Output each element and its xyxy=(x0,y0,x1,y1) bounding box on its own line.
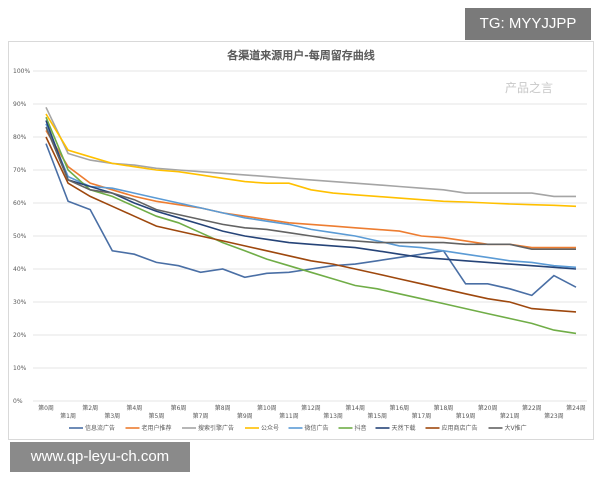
x-tick-label: 第18周 xyxy=(434,404,454,412)
x-tick-label: 第9周 xyxy=(237,412,253,420)
x-tick-label: 第21周 xyxy=(500,412,520,420)
y-tick-label: 50% xyxy=(13,233,27,240)
x-tick-label: 第15周 xyxy=(367,412,387,420)
legend-item: 搜索引擎广告 xyxy=(182,424,234,432)
legend-label: 信息流广告 xyxy=(85,424,115,432)
y-tick-label: 20% xyxy=(13,332,27,339)
x-tick-label: 第6周 xyxy=(171,404,187,412)
series-line-5 xyxy=(45,116,577,335)
x-tick-label: 第0周 xyxy=(38,404,54,412)
y-tick-label: 30% xyxy=(13,299,27,306)
legend-item: 公众号 xyxy=(245,425,279,432)
y-tick-label: 40% xyxy=(13,266,27,273)
series-line-3 xyxy=(45,113,577,208)
x-tick-label: 第16周 xyxy=(390,404,410,412)
series-line-7 xyxy=(45,136,577,313)
legend: 信息流广告 老用户推荐 搜索引擎广告 公众号 微信广告 抖音 天然下载 应用商店广告 大V推广 xyxy=(69,424,527,432)
x-tick-label: 第3周 xyxy=(104,412,120,420)
y-tick-label: 90% xyxy=(13,101,27,108)
x-tick-label: 第22周 xyxy=(522,404,542,412)
x-tick-label: 第1周 xyxy=(60,412,76,420)
y-tick-label: 80% xyxy=(13,134,27,141)
x-tick-label: 第12周 xyxy=(301,404,321,412)
legend-label: 公众号 xyxy=(261,425,279,432)
x-axis-ticks: 第0周第1周第2周第3周第4周第5周第6周第7周第8周第9周第10周第11周第1… xyxy=(38,404,586,420)
legend-label: 天然下载 xyxy=(392,424,416,432)
legend-item: 天然下载 xyxy=(375,424,416,432)
legend-label: 大V推广 xyxy=(505,424,527,432)
y-tick-label: 100% xyxy=(13,68,30,75)
y-tick-label: 70% xyxy=(13,167,27,174)
series-line-0 xyxy=(45,143,577,297)
legend-item: 信息流广告 xyxy=(69,424,115,432)
legend-item: 老用户推荐 xyxy=(125,424,172,432)
inner-watermark: 产品之言 xyxy=(505,81,553,95)
chart-frame: 各渠道来源用户-每周留存曲线 0% 10% 20% 30% 40% 50% 60% 70% 80… xyxy=(8,41,594,440)
series-line-6 xyxy=(45,120,577,270)
x-tick-label: 第7周 xyxy=(193,412,209,420)
series-lines xyxy=(45,106,577,335)
watermark-bottom: www.qp-leyu-ch.com xyxy=(10,442,190,472)
x-tick-label: 第2周 xyxy=(82,404,98,412)
chart-title: 各渠道来源用户-每周留存曲线 xyxy=(226,48,375,62)
y-axis-ticks: 0% 10% 20% 30% 40% 50% 60% 70% 80% 90% 100% xyxy=(13,68,30,405)
x-tick-label: 第20周 xyxy=(478,404,498,412)
x-tick-label: 第17周 xyxy=(412,412,432,420)
x-tick-label: 第4周 xyxy=(126,404,142,412)
legend-label: 应用商店广告 xyxy=(442,424,478,432)
x-tick-label: 第11周 xyxy=(279,412,299,420)
x-tick-label: 第8周 xyxy=(215,404,231,412)
x-tick-label: 第5周 xyxy=(149,412,165,420)
legend-item: 微信广告 xyxy=(288,424,329,432)
y-tick-label: 0% xyxy=(13,398,23,405)
series-line-2 xyxy=(45,106,576,198)
x-tick-label: 第19周 xyxy=(456,412,476,420)
legend-label: 老用户推荐 xyxy=(142,424,172,432)
watermark-top: TG: MYYJJPP xyxy=(465,8,591,40)
series-line-8 xyxy=(45,126,576,250)
legend-label: 抖音 xyxy=(355,424,367,432)
x-tick-label: 第14周 xyxy=(345,404,365,412)
legend-item: 大V推广 xyxy=(488,424,527,432)
series-line-4 xyxy=(45,123,577,269)
legend-label: 搜索引擎广告 xyxy=(198,424,234,432)
x-tick-label: 第10周 xyxy=(257,404,277,412)
x-tick-label: 第24周 xyxy=(566,404,586,412)
line-chart: 各渠道来源用户-每周留存曲线 0% 10% 20% 30% 40% 50% 60% 70% 80… xyxy=(13,48,587,432)
x-tick-label: 第23周 xyxy=(544,412,564,420)
legend-item: 应用商店广告 xyxy=(425,424,478,432)
y-tick-label: 10% xyxy=(13,365,27,372)
legend-item: 抖音 xyxy=(338,424,367,432)
legend-label: 微信广告 xyxy=(305,424,329,432)
y-tick-label: 60% xyxy=(13,200,27,207)
x-tick-label: 第13周 xyxy=(323,412,343,420)
